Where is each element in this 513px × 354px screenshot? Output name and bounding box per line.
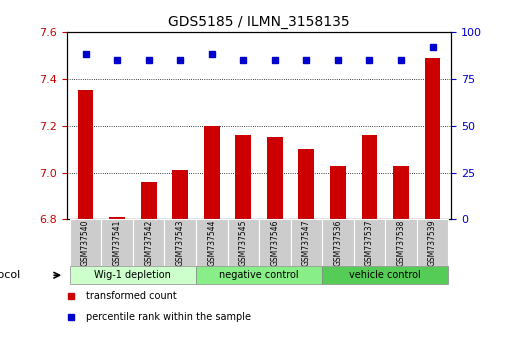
Text: GSM737537: GSM737537 <box>365 219 374 266</box>
Text: GSM737539: GSM737539 <box>428 219 437 266</box>
Text: Wig-1 depletion: Wig-1 depletion <box>94 270 171 280</box>
Bar <box>353 219 385 266</box>
Bar <box>235 135 251 219</box>
Bar <box>70 219 102 266</box>
Bar <box>172 170 188 219</box>
Bar <box>196 267 322 284</box>
Bar <box>259 219 290 266</box>
Bar <box>299 149 314 219</box>
Text: GSM737540: GSM737540 <box>81 219 90 266</box>
Text: GSM737546: GSM737546 <box>270 219 280 266</box>
Bar <box>78 91 93 219</box>
Bar <box>228 219 259 266</box>
Text: GSM737541: GSM737541 <box>113 219 122 266</box>
Title: GDS5185 / ILMN_3158135: GDS5185 / ILMN_3158135 <box>168 16 350 29</box>
Bar <box>393 166 409 219</box>
Bar <box>425 58 440 219</box>
Bar <box>109 217 125 219</box>
Bar <box>290 219 322 266</box>
Bar <box>196 219 228 266</box>
Bar <box>165 219 196 266</box>
Text: vehicle control: vehicle control <box>349 270 421 280</box>
Text: transformed count: transformed count <box>86 291 176 301</box>
Text: GSM737547: GSM737547 <box>302 219 311 266</box>
Bar <box>362 135 378 219</box>
Bar <box>322 219 353 266</box>
Text: GSM737542: GSM737542 <box>144 219 153 266</box>
Bar <box>322 267 448 284</box>
Bar <box>267 137 283 219</box>
Text: percentile rank within the sample: percentile rank within the sample <box>86 312 251 322</box>
Text: GSM737538: GSM737538 <box>397 219 405 266</box>
Text: GSM737544: GSM737544 <box>207 219 216 266</box>
Bar <box>70 267 196 284</box>
Text: negative control: negative control <box>219 270 299 280</box>
Bar <box>141 182 156 219</box>
Bar <box>102 219 133 266</box>
Bar <box>330 166 346 219</box>
Text: GSM737545: GSM737545 <box>239 219 248 266</box>
Bar <box>417 219 448 266</box>
Bar <box>133 219 165 266</box>
Bar <box>204 126 220 219</box>
Text: protocol: protocol <box>0 270 21 280</box>
Text: GSM737536: GSM737536 <box>333 219 342 266</box>
Bar <box>385 219 417 266</box>
Text: GSM737543: GSM737543 <box>176 219 185 266</box>
